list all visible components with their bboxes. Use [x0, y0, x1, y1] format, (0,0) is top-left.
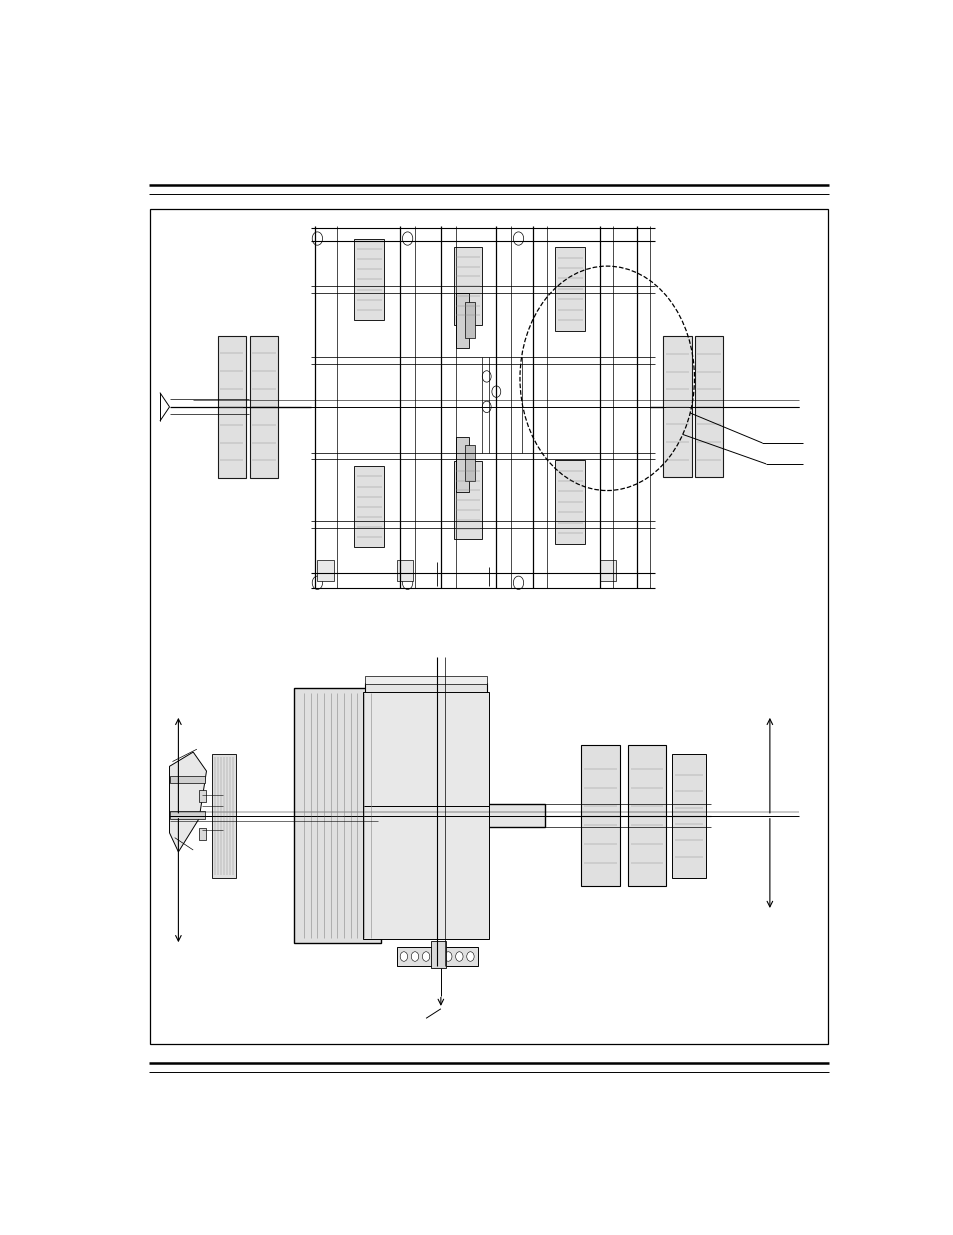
Bar — [464, 303, 475, 338]
Bar — [396, 947, 477, 966]
Bar — [364, 683, 486, 700]
Circle shape — [411, 952, 418, 961]
Circle shape — [513, 576, 523, 589]
Circle shape — [400, 952, 407, 961]
Circle shape — [402, 232, 413, 246]
Polygon shape — [170, 752, 206, 852]
Bar — [400, 745, 444, 887]
Bar — [426, 763, 440, 811]
Bar — [396, 559, 413, 580]
Circle shape — [444, 952, 452, 961]
Bar — [580, 746, 619, 887]
Circle shape — [456, 952, 462, 961]
Bar — [456, 293, 469, 348]
Bar — [294, 688, 380, 944]
Bar — [250, 336, 278, 478]
Circle shape — [422, 952, 429, 961]
Bar — [364, 676, 486, 684]
Circle shape — [482, 401, 491, 412]
Bar — [695, 336, 722, 477]
Bar — [662, 336, 691, 477]
Bar — [199, 790, 206, 802]
Circle shape — [466, 952, 474, 961]
Circle shape — [312, 232, 322, 246]
Bar — [382, 804, 544, 827]
Bar — [363, 806, 488, 940]
Bar — [454, 461, 482, 538]
Circle shape — [433, 952, 440, 961]
Bar — [403, 820, 418, 868]
Bar — [199, 829, 206, 840]
Bar — [555, 461, 584, 543]
Bar — [354, 467, 383, 547]
Bar — [151, 209, 826, 1044]
Circle shape — [492, 385, 500, 398]
Circle shape — [402, 576, 413, 589]
Bar — [431, 941, 446, 968]
Bar — [170, 811, 205, 819]
Circle shape — [513, 232, 523, 246]
Bar — [426, 820, 440, 868]
Bar — [599, 559, 616, 580]
Bar — [672, 753, 705, 878]
Bar — [464, 445, 475, 482]
Circle shape — [312, 576, 322, 589]
Bar — [403, 763, 418, 811]
Circle shape — [482, 370, 491, 382]
Bar — [555, 247, 584, 331]
Bar — [217, 336, 246, 478]
Bar — [354, 240, 383, 320]
Bar — [170, 776, 205, 783]
Bar — [456, 437, 469, 493]
Bar — [317, 559, 334, 580]
Bar — [454, 247, 482, 325]
Bar — [627, 746, 665, 887]
Bar — [213, 753, 235, 878]
Bar — [363, 692, 488, 806]
